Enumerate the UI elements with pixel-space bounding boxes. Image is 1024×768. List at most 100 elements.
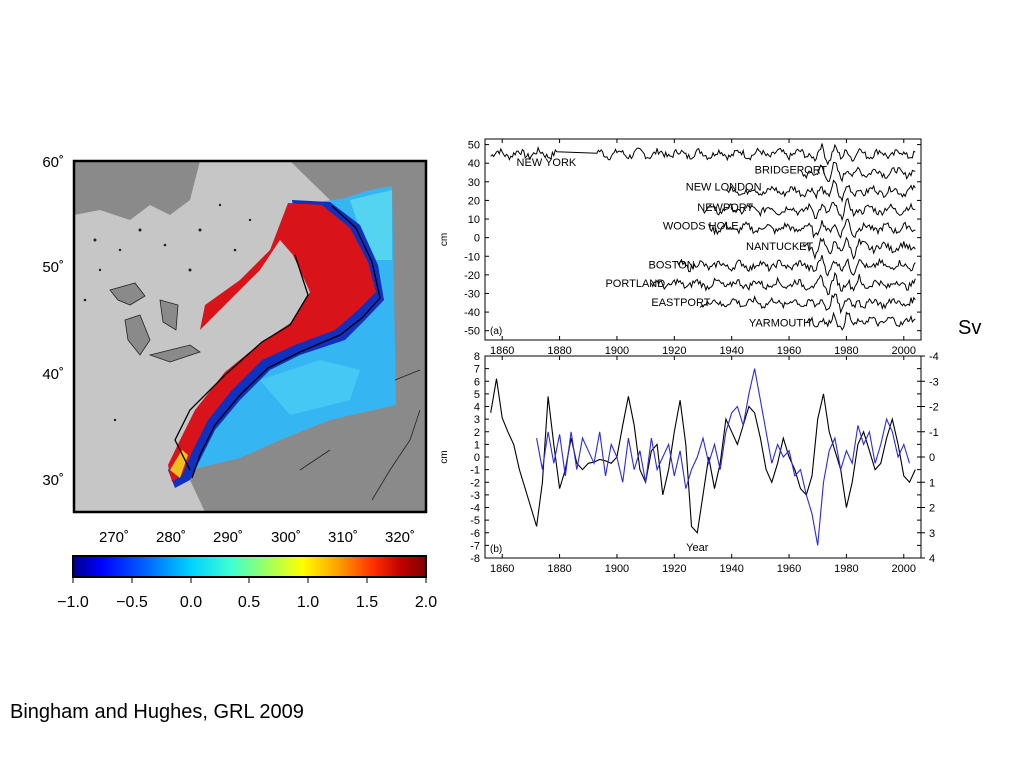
- colorbar-tick-label: 2.0: [414, 594, 438, 611]
- y2-tick-label: -1: [929, 427, 939, 439]
- map-contour: [191, 205, 381, 479]
- colorbar-tick-label: 0.0: [179, 594, 203, 611]
- series-label: NEW LONDON: [686, 181, 762, 193]
- lat-label: 40˚: [42, 366, 64, 383]
- y2-tick-label: 0: [929, 452, 935, 464]
- map-svg: [72, 159, 428, 583]
- y2-tick-label: 3: [929, 528, 935, 540]
- y2-tick-label: -4: [929, 351, 939, 363]
- y-tick-label: -8: [470, 553, 480, 565]
- y-tick-label: -2: [470, 477, 480, 489]
- x-tick-label: 1980: [834, 563, 858, 575]
- y-axis-label: cm: [439, 450, 450, 463]
- lon-label: 300˚: [270, 529, 302, 546]
- series-label: NEW YORK: [517, 157, 577, 169]
- y2-tick-label: -3: [929, 376, 939, 388]
- y-tick-label: -1: [470, 465, 480, 477]
- panel-b: [484, 355, 925, 559]
- y2-tick-label: 2: [929, 503, 935, 515]
- series-label: BRIDGEPORT: [755, 165, 828, 177]
- series-label: EASTPORT: [651, 297, 710, 309]
- series-line-nantucket: [802, 236, 916, 261]
- map-area: [74, 161, 426, 512]
- series-line-portland: [650, 271, 916, 296]
- x-tick-label: 1900: [605, 345, 629, 357]
- y-tick-label: -5: [470, 515, 480, 527]
- x-tick-label: 2000: [892, 345, 916, 357]
- series-line-newport: [702, 197, 916, 222]
- series-line-sea-level: [490, 378, 916, 535]
- y-tick-label: 5: [474, 389, 480, 401]
- y-tick-label: -40: [464, 307, 480, 319]
- x-tick-label: 1960: [777, 345, 801, 357]
- y-axis-label: cm: [439, 233, 450, 246]
- y2-tick-label: 4: [929, 553, 935, 565]
- series-line-woods-hole: [708, 218, 916, 239]
- x-tick-label: 1980: [834, 345, 858, 357]
- y-tick-label: 3: [474, 414, 480, 426]
- map-contour: [174, 254, 309, 471]
- map-frame: [72, 159, 428, 514]
- series-line-new-york: [490, 143, 916, 166]
- y-tick-label: -20: [464, 270, 480, 282]
- series-label: YARMOUTH: [749, 317, 811, 329]
- x-tick-label: 1940: [719, 563, 743, 575]
- timeseries-chart: 1860 1880 1900 1920 1940 1960 1980 200050403020…: [439, 138, 939, 575]
- x-tick-label: 1920: [662, 563, 686, 575]
- y-tick-label: -6: [470, 528, 480, 540]
- colorbar-tick-label: 0.5: [237, 594, 261, 611]
- series-label: NANTUCKET: [746, 241, 814, 253]
- y-tick-label: 8: [474, 351, 480, 363]
- colorbar-tick-label: −1.0: [57, 594, 89, 611]
- panel-label: (a): [490, 326, 502, 337]
- series-label: BOSTON: [649, 260, 695, 272]
- y-tick-label: -50: [464, 326, 480, 338]
- y-tick-label: -3: [470, 490, 480, 502]
- y-tick-label: 7: [474, 364, 480, 376]
- series-line-eastport: [699, 293, 916, 315]
- y2-tick-label: -2: [929, 402, 939, 414]
- map-shelf-red: [168, 203, 376, 482]
- series-line-bridgeport: [800, 162, 916, 183]
- lon-label: 290˚: [212, 529, 244, 546]
- x-tick-label: 1860: [490, 345, 514, 357]
- map-great-lakes: [109, 282, 201, 363]
- lat-label: 30˚: [42, 472, 64, 489]
- y-tick-label: 4: [474, 402, 480, 414]
- lat-label: 60˚: [42, 154, 64, 171]
- lat-label: 50˚: [42, 259, 64, 276]
- colorbar-tick-label: 1.0: [296, 594, 320, 611]
- y-tick-label: -30: [464, 288, 480, 300]
- x-tick-label: 1920: [662, 345, 686, 357]
- map-cyan-patch: [350, 190, 392, 260]
- series-label: PORTLAND: [605, 278, 665, 290]
- y2-tick-label: 1: [929, 477, 935, 489]
- y-tick-label: 10: [468, 214, 480, 226]
- map-coastline: [299, 369, 421, 501]
- x-tick-label: 1960: [777, 563, 801, 575]
- series-line-transport: [536, 368, 911, 546]
- y-tick-label: -7: [470, 540, 480, 552]
- y-tick-label: 1: [474, 439, 480, 451]
- series-line-new-london: [725, 179, 916, 203]
- x-tick-label: 1860: [490, 563, 514, 575]
- x-tick-label: 1900: [605, 563, 629, 575]
- map-hudson-bay: [74, 161, 200, 220]
- y-tick-label: 0: [474, 452, 480, 464]
- y-tick-label: -10: [464, 251, 480, 263]
- y-tick-label: 2: [474, 427, 480, 439]
- y-tick-label: 30: [468, 177, 480, 189]
- lon-label: 280˚: [155, 529, 187, 546]
- y-tick-label: 40: [468, 158, 480, 170]
- series-line-yarmouth: [805, 311, 916, 331]
- series-line-boston: [676, 254, 916, 277]
- lon-label: 270˚: [98, 529, 130, 546]
- y-tick-label: -4: [470, 503, 480, 515]
- x-tick-label: 2000: [892, 563, 916, 575]
- series-label: NEWPORT: [697, 202, 753, 214]
- y-tick-label: 0: [474, 233, 480, 245]
- colorbar: [72, 555, 427, 583]
- series-label: WOODS HOLE: [663, 220, 739, 232]
- citation: Bingham and Hughes, GRL 2009: [10, 701, 304, 723]
- x-axis-label: Year: [686, 542, 709, 554]
